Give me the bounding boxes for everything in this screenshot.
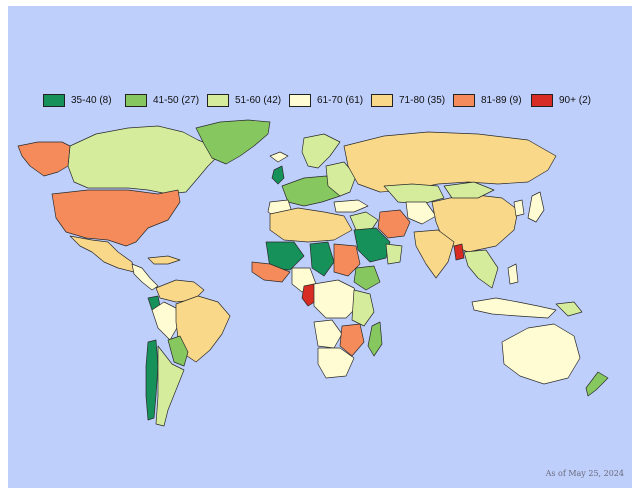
legend-label: 35-40 (8) [71,94,112,106]
legend-swatch [371,93,393,107]
region-new-zealand[interactable] [585,371,609,397]
region-australia[interactable] [501,323,581,385]
legend-item-90-plus: 90+ (2) [531,88,591,112]
region-scandinavia[interactable] [301,133,341,169]
region-eastern-europe[interactable] [325,161,357,197]
legend-swatch [43,93,65,107]
legend-item-41-50: 41-50 (27) [125,88,199,112]
region-kazakhstan[interactable] [383,183,445,205]
date-footnote: As of May 25, 2024 [545,469,624,478]
region-greenland[interactable] [195,119,271,165]
legend-item-35-40: 35-40 (8) [43,88,112,112]
region-southeast-asia[interactable] [463,249,499,289]
region-png[interactable] [555,301,583,317]
region-argentina[interactable] [155,345,185,427]
region-sudan[interactable] [333,243,361,277]
region-peru[interactable] [151,301,179,341]
world-map [17,119,609,427]
legend-item-51-60: 51-60 (42) [207,88,281,112]
legend-label: 51-60 (42) [235,94,282,106]
region-east-africa[interactable] [351,289,375,327]
region-japan[interactable] [527,191,545,223]
legend-swatch [453,93,475,107]
region-mongolia[interactable] [443,181,495,199]
region-usa[interactable] [51,189,181,247]
region-korea[interactable] [513,199,525,217]
legend-label: 41-50 (27) [153,94,200,106]
region-myanmar[interactable] [453,243,465,261]
region-yemen-oman[interactable] [385,243,403,265]
legend-swatch [531,93,553,107]
region-southern-africa[interactable] [317,347,355,379]
legend-swatch [289,93,311,107]
region-brazil[interactable] [175,295,231,363]
legend-item-61-70: 61-70 (61) [289,88,363,112]
region-india[interactable] [413,229,455,279]
legend-label: 61-70 (61) [317,94,364,106]
region-philippines[interactable] [507,263,519,285]
legend-swatch [207,93,229,107]
region-west-africa[interactable] [251,261,291,283]
region-bolivia-paraguay[interactable] [167,335,189,367]
legend-item-81-89: 81-89 (9) [453,88,522,112]
region-uk[interactable] [271,165,285,185]
region-middle-east[interactable] [349,211,379,233]
region-madagascar[interactable] [367,321,383,357]
region-alaska[interactable] [17,141,71,177]
region-central-asia[interactable] [405,201,437,225]
region-canada[interactable] [67,125,219,195]
region-iceland[interactable] [269,151,289,163]
region-angola[interactable] [313,319,343,349]
legend-label: 90+ (2) [559,94,591,106]
region-caribbean[interactable] [147,255,181,265]
region-chile[interactable] [145,339,159,421]
region-indonesia[interactable] [471,297,557,319]
region-iran[interactable] [377,209,411,239]
legend-label: 71-80 (35) [399,94,446,106]
legend-swatch [125,93,147,107]
map-frame: 35-40 (8) 41-50 (27) 51-60 (42) 61-70 (6… [8,6,632,488]
region-north-africa[interactable] [269,207,353,243]
region-zambia-mozambique[interactable] [339,323,365,357]
region-ethiopia[interactable] [353,265,381,291]
region-colombia-venezuela[interactable] [155,279,205,303]
region-turkey[interactable] [333,199,369,213]
region-chad[interactable] [309,241,335,277]
legend-label: 81-89 (9) [481,94,522,106]
region-central-america[interactable] [131,263,159,291]
map-legend: 35-40 (8) 41-50 (27) 51-60 (42) 61-70 (6… [43,88,613,112]
region-russia[interactable] [343,131,557,193]
legend-item-71-80: 71-80 (35) [371,88,445,112]
region-saudi-arabia[interactable] [353,227,391,263]
